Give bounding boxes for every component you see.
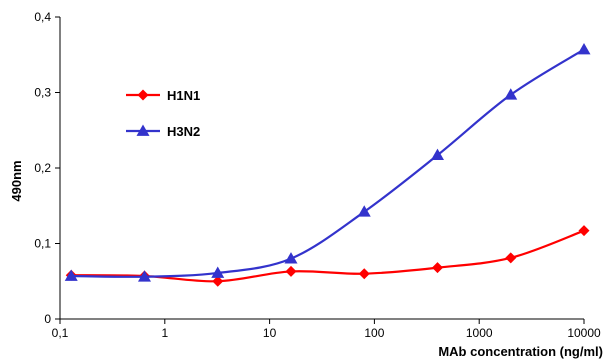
x-tick-label: 100	[364, 326, 384, 340]
y-tick-label: 0,1	[34, 237, 51, 251]
x-tick-label: 1000	[466, 326, 493, 340]
data-point-h3n2	[137, 270, 151, 282]
data-point-h1n1	[285, 265, 297, 277]
data-point-h1n1	[212, 275, 224, 287]
x-tick-label: 1	[161, 326, 168, 340]
legend-marker-h3n2	[136, 124, 150, 136]
data-point-h3n2	[577, 42, 591, 55]
legend-label-h3n2: H3N2	[167, 124, 200, 139]
legend: H1N1 H3N2	[126, 88, 200, 139]
x-tick-label: 10	[263, 326, 277, 340]
legend-item-h1n1: H1N1	[126, 88, 200, 103]
y-tick-label: 0,4	[34, 10, 51, 24]
x-ticks: 0,1 1 10 100 1000 10000	[52, 319, 601, 340]
y-tick-label: 0,2	[34, 161, 51, 175]
y-tick-label: 0	[44, 312, 51, 326]
data-point-h3n2	[430, 148, 444, 161]
series-line-h3n2	[71, 48, 585, 278]
legend-marker-h1n1	[137, 89, 149, 101]
series-layer	[64, 42, 591, 287]
data-point-h3n2	[211, 266, 225, 278]
data-point-h1n1	[431, 262, 443, 274]
x-axis-title: MAb concentration (ng/ml)	[438, 344, 603, 359]
x-tick-label: 10000	[567, 326, 601, 340]
data-point-h3n2	[64, 269, 78, 281]
data-point-h3n2	[284, 252, 298, 264]
axes	[59, 17, 584, 320]
data-point-h3n2	[504, 88, 518, 100]
data-point-h1n1	[578, 225, 590, 237]
data-point-h3n2	[357, 205, 371, 217]
y-tick-label: 0,3	[34, 86, 51, 100]
data-point-h1n1	[358, 268, 370, 280]
legend-label-h1n1: H1N1	[167, 88, 200, 103]
y-ticks: 0 0,1 0,2 0,3 0,4	[34, 10, 60, 326]
legend-item-h3n2: H3N2	[126, 124, 200, 139]
series-h3n2	[64, 42, 591, 282]
data-point-h1n1	[505, 252, 517, 264]
y-axis-title: 490nm	[9, 160, 24, 201]
x-tick-label: 0,1	[52, 326, 69, 340]
